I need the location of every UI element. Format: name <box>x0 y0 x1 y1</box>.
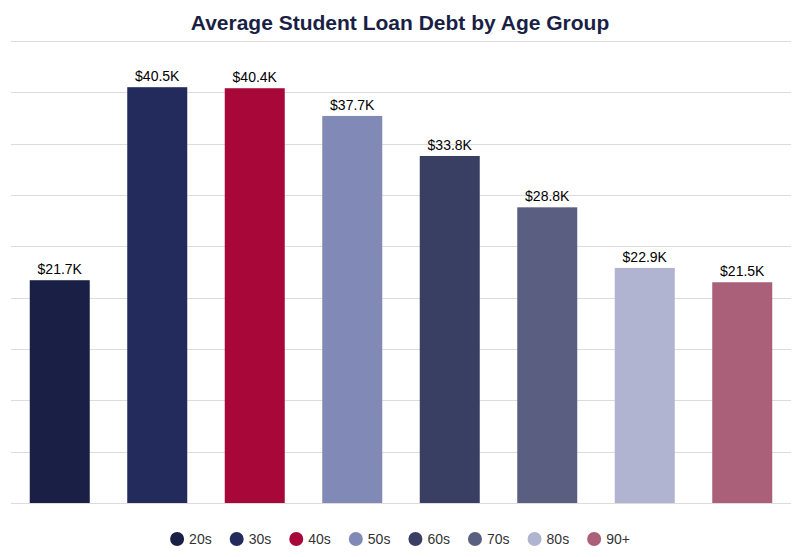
grid <box>11 42 791 504</box>
legend-label: 60s <box>427 531 450 547</box>
legend: 20s 30s 40s 50s 60s 70s 80s 90+ <box>170 531 630 547</box>
data-label: $37.7K <box>330 97 375 113</box>
bar <box>615 268 675 503</box>
data-label: $21.5K <box>720 263 765 279</box>
grid-line <box>11 503 791 504</box>
data-label: $22.9K <box>623 249 668 265</box>
legend-marker <box>349 532 363 546</box>
legend-label: 90+ <box>606 531 630 547</box>
data-label: $21.7K <box>38 261 83 277</box>
data-labels: $21.7K $40.5K $40.4K $37.7K $33.8K $28.8K $22.… <box>38 68 766 279</box>
legend-label: 80s <box>547 531 570 547</box>
legend-marker <box>408 532 422 546</box>
bar <box>712 282 772 503</box>
bar <box>225 88 285 503</box>
bar <box>420 156 480 503</box>
bar <box>30 280 90 503</box>
title: Average Student Loan Debt by Age Group <box>191 11 609 34</box>
data-label: $28.8K <box>525 188 570 204</box>
legend-marker <box>170 532 184 546</box>
legend-label: 30s <box>249 531 272 547</box>
data-label: $33.8K <box>428 137 473 153</box>
data-label: $40.5K <box>135 68 180 84</box>
legend-marker <box>468 532 482 546</box>
bar <box>517 207 577 503</box>
data-label: $40.4K <box>233 69 278 85</box>
chart: Average Student Loan Debt by Age Group $2… <box>0 0 800 557</box>
legend-marker <box>587 532 601 546</box>
legend-label: 50s <box>368 531 391 547</box>
bar <box>322 116 382 503</box>
legend-label: 20s <box>189 531 212 547</box>
legend-label: 70s <box>487 531 510 547</box>
bar <box>127 87 187 503</box>
legend-marker <box>528 532 542 546</box>
bars <box>30 87 773 503</box>
legend-label: 40s <box>308 531 331 547</box>
legend-marker <box>230 532 244 546</box>
legend-marker <box>289 532 303 546</box>
grid-line <box>11 41 791 42</box>
